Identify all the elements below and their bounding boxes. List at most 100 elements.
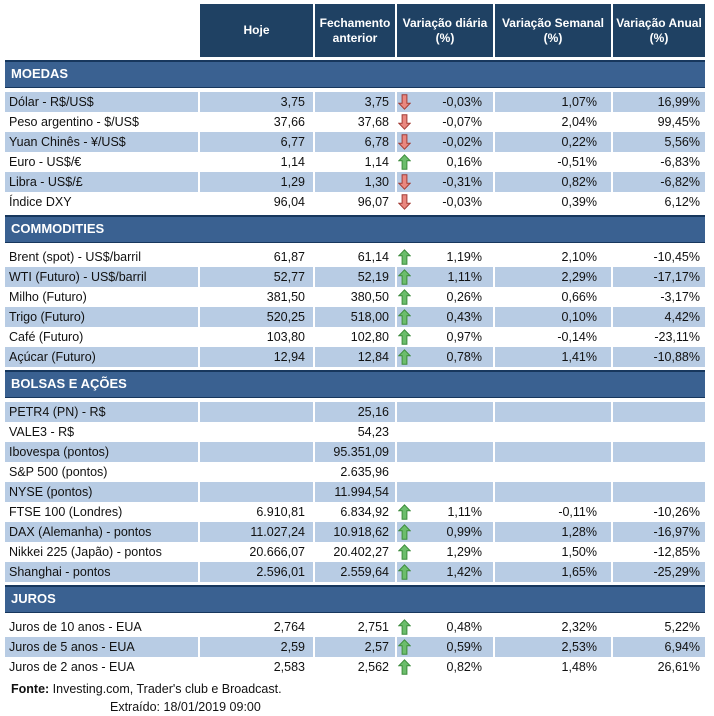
cell-variacao-anual: -16,97% xyxy=(613,522,705,542)
cell-hoje: 103,80 xyxy=(266,330,305,344)
cell-variacao-anual: 4,42% xyxy=(613,307,705,327)
section-header-bolsas-e-acoes: BOLSAS E AÇÕES xyxy=(5,370,705,398)
cell-variacao-semanal: 1,07% xyxy=(495,92,611,112)
row-label: Peso argentino - $/US$ xyxy=(9,115,139,129)
row-label: DAX (Alemanha) - pontos xyxy=(5,522,198,542)
row-label: Milho (Futuro) xyxy=(9,290,87,304)
cell-variacao-semanal: 0,10% xyxy=(495,307,611,327)
cell-hoje: 381,50 xyxy=(266,290,305,304)
cell-hoje: 2.596,01 xyxy=(200,562,313,582)
header-label-spacer xyxy=(5,4,200,57)
arrow-up-icon xyxy=(398,504,412,520)
cell-hoje: 11.027,24 xyxy=(200,522,313,542)
cell-hoje: 61,87 xyxy=(273,250,305,264)
cell-variacao-semanal: 2,10% xyxy=(561,250,597,264)
table-row: Juros de 2 anos - EUA 2,583 2,562 0,82% 1,48… xyxy=(5,657,710,677)
row-label: Shanghai - pontos xyxy=(5,562,198,582)
table-row: NYSE (pontos) 11.994,54 xyxy=(5,482,710,502)
extracted-value: 18/01/2019 09:00 xyxy=(160,700,261,714)
column-header-hoje: Hoje xyxy=(200,4,313,57)
table-row: Milho (Futuro) 381,50 380,50 0,26% 0,66% -3,1… xyxy=(5,287,710,307)
cell-fechamento: 1,30 xyxy=(315,172,395,192)
cell-fechamento: 1,14 xyxy=(364,155,389,169)
row-label: VALE3 - R$ xyxy=(9,425,75,439)
row-label: Índice DXY xyxy=(9,195,72,209)
table-row: Ibovespa (pontos) 95.351,09 xyxy=(5,442,710,462)
table-row: FTSE 100 (Londres) 6.910,81 6.834,92 1,11% -… xyxy=(5,502,710,522)
cell-variacao-semanal: -0,11% xyxy=(558,505,597,519)
cell-hoje: 2,583 xyxy=(273,660,305,674)
cell-fechamento: 25,16 xyxy=(315,402,395,422)
cell-hoje: 6,77 xyxy=(200,132,313,152)
cell-variacao-anual: -6,82% xyxy=(613,172,705,192)
cell-variacao-semanal: 0,39% xyxy=(561,195,597,209)
cell-variacao-semanal xyxy=(495,462,611,482)
cell-variacao-anual: -25,29% xyxy=(613,562,705,582)
cell-variacao-anual: -12,85% xyxy=(653,545,700,559)
arrow-up-icon xyxy=(398,544,412,560)
cell-variacao-diaria: 1,42% xyxy=(397,562,493,582)
cell-variacao-diaria: -0,03% xyxy=(397,192,493,212)
table-row: Libra - US$/£ 1,29 1,30 -0,31% 0,82% -6,82% xyxy=(5,172,710,192)
table-row: S&P 500 (pontos) 2.635,96 xyxy=(5,462,710,482)
cell-variacao-semanal: 0,22% xyxy=(495,132,611,152)
cell-variacao-anual xyxy=(613,422,705,442)
cell-variacao-diaria: 1,19% xyxy=(397,247,493,267)
row-label: Yuan Chinês - ¥/US$ xyxy=(5,132,198,152)
cell-variacao-anual: -10,26% xyxy=(653,505,700,519)
cell-fechamento: 12,84 xyxy=(315,347,395,367)
cell-fechamento: 6.834,92 xyxy=(340,505,389,519)
cell-fechamento: 20.402,27 xyxy=(333,545,389,559)
cell-hoje xyxy=(200,462,313,482)
arrow-down-icon xyxy=(398,174,412,190)
row-label: WTI (Futuro) - US$/barril xyxy=(5,267,198,287)
cell-variacao-semanal: 2,04% xyxy=(561,115,597,129)
column-header-variacao-anual: Variação Anual (%) xyxy=(613,4,705,57)
arrow-up-icon xyxy=(398,329,412,345)
cell-fechamento: 37,68 xyxy=(357,115,389,129)
cell-variacao-semanal: 2,53% xyxy=(495,637,611,657)
cell-variacao-diaria: 0,97% xyxy=(397,327,493,347)
cell-fechamento: 61,14 xyxy=(357,250,389,264)
cell-fechamento: 518,00 xyxy=(315,307,395,327)
arrow-up-icon xyxy=(398,659,412,675)
cell-variacao-anual: -6,83% xyxy=(660,155,700,169)
cell-fechamento: 2.559,64 xyxy=(315,562,395,582)
arrow-down-icon xyxy=(398,194,412,210)
row-label: Açúcar (Futuro) xyxy=(5,347,198,367)
cell-variacao-anual xyxy=(613,462,705,482)
table-row: Juros de 5 anos - EUA 2,59 2,57 0,59% 2,53% 6… xyxy=(5,637,710,657)
row-label: Juros de 10 anos - EUA xyxy=(9,620,142,634)
cell-hoje: 3,75 xyxy=(200,92,313,112)
table-row: Peso argentino - $/US$ 37,66 37,68 -0,07% 2,… xyxy=(5,112,710,132)
cell-hoje: 2,59 xyxy=(200,637,313,657)
arrow-up-icon xyxy=(398,249,412,265)
section-header-commodities: COMMODITIES xyxy=(5,215,705,243)
table-row: WTI (Futuro) - US$/barril 52,77 52,19 1,11%… xyxy=(5,267,710,287)
table-row: Café (Futuro) 103,80 102,80 0,97% -0,14% -23,… xyxy=(5,327,710,347)
row-label: Ibovespa (pontos) xyxy=(5,442,198,462)
row-label: Trigo (Futuro) xyxy=(5,307,198,327)
cell-fechamento: 2.635,96 xyxy=(340,465,389,479)
cell-variacao-anual: 99,45% xyxy=(657,115,700,129)
cell-variacao-diaria: 0,48% xyxy=(397,617,493,637)
source-text: Investing.com, Trader's club e Broadcast… xyxy=(49,682,282,696)
arrow-up-icon xyxy=(398,289,412,305)
table-row: Euro - US$/€ 1,14 1,14 0,16% -0,51% -6,83% xyxy=(5,152,710,172)
row-label: NYSE (pontos) xyxy=(5,482,198,502)
row-label: FTSE 100 (Londres) xyxy=(9,505,123,519)
arrow-up-icon xyxy=(398,349,412,365)
cell-fechamento: 2,562 xyxy=(357,660,389,674)
cell-variacao-anual xyxy=(613,442,705,462)
cell-variacao-anual: -10,45% xyxy=(653,250,700,264)
arrow-up-icon xyxy=(398,564,412,580)
section-header-moedas: MOEDAS xyxy=(5,60,705,88)
table-header-row: Hoje Fechamento anterior Variação diária… xyxy=(5,4,710,57)
cell-fechamento: 3,75 xyxy=(315,92,395,112)
source-label: Fonte: xyxy=(11,682,50,696)
cell-variacao-anual: 6,94% xyxy=(613,637,705,657)
cell-variacao-diaria: 1,11% xyxy=(397,502,493,522)
table-row: VALE3 - R$ 54,23 xyxy=(5,422,710,442)
table-row: Shanghai - pontos 2.596,01 2.559,64 1,42% 1,… xyxy=(5,562,710,582)
